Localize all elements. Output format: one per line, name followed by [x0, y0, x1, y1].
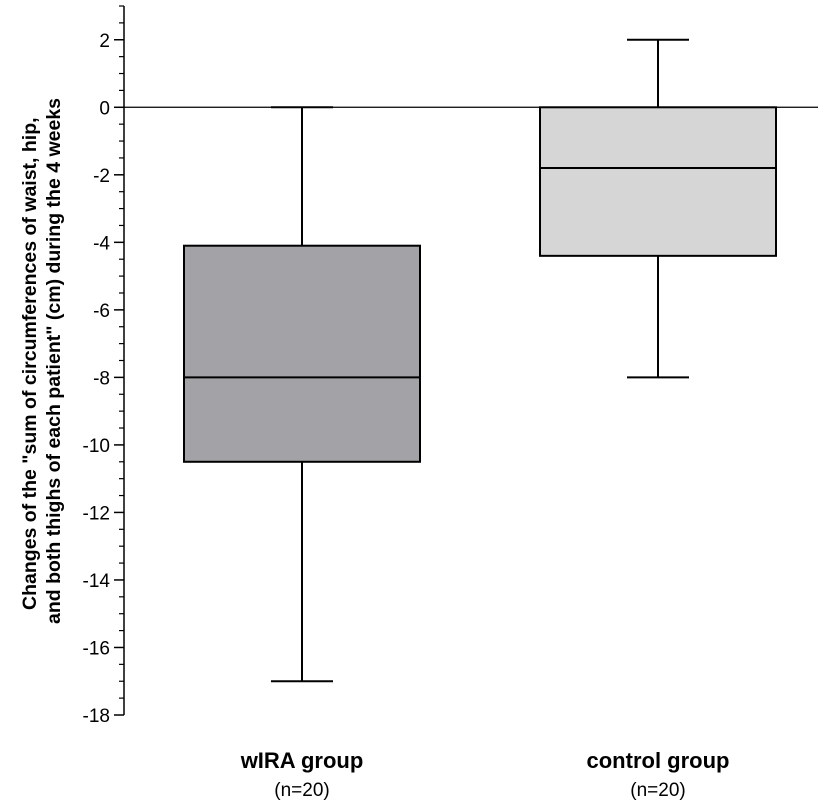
y-axis-label-line-2: and both thighs of each patient" (cm) du… — [43, 98, 65, 624]
box-series — [183, 38, 777, 683]
category-labels: wIRA group (n=20) control group (n=20) — [240, 748, 730, 801]
interquartile-box — [539, 106, 777, 257]
y-tick-label: 2 — [99, 31, 110, 52]
y-tick-label: -18 — [83, 706, 110, 727]
y-tick-label: -6 — [93, 301, 110, 322]
y-tick-label: -10 — [83, 436, 110, 457]
interquartile-box — [183, 244, 421, 463]
box-group-2 — [539, 38, 777, 379]
y-tick-label: -16 — [83, 638, 110, 659]
category-sample-size: (n=20) — [630, 780, 685, 801]
y-axis-label-line-1: Changes of the "sum of circumferences of… — [19, 117, 41, 610]
category-name: wIRA group — [240, 748, 364, 773]
y-tick-label: -8 — [93, 368, 110, 389]
y-tick-label: 0 — [99, 98, 110, 119]
box-group-1 — [183, 106, 421, 683]
y-axis: 2 0 -2 -4 -6 -8 -10 -12 -14 -16 -18 — [83, 5, 125, 727]
category-sample-size: (n=20) — [274, 780, 329, 801]
y-tick-label: -12 — [83, 503, 110, 524]
category-name: control group — [587, 748, 730, 773]
y-tick-label: -4 — [93, 233, 110, 254]
y-tick-label: -2 — [93, 166, 110, 187]
y-axis-label: Changes of the "sum of circumferences of… — [19, 98, 65, 624]
y-tick-label: -14 — [83, 571, 111, 592]
